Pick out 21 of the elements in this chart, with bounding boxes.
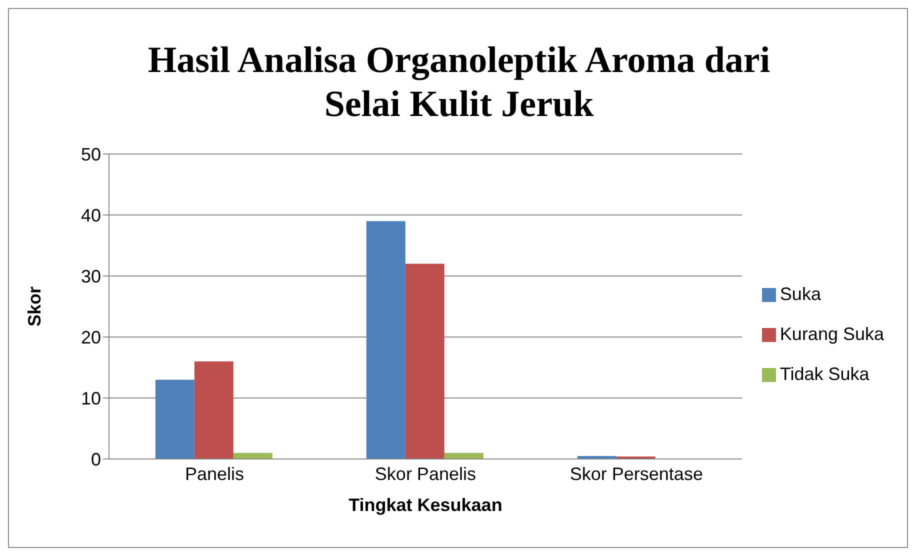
y-tick-label: 40 xyxy=(80,205,101,226)
y-axis-title: Skor xyxy=(24,286,44,327)
y-tick-label: 20 xyxy=(80,327,101,348)
x-tick-label: Skor Persentase xyxy=(570,464,703,484)
x-tick-label: Skor Panelis xyxy=(374,464,476,484)
chart-title: Hasil Analisa Organoleptik Aroma dari Selai Kulit Jeruk xyxy=(146,39,772,127)
bar xyxy=(194,361,234,459)
y-tick-label: 30 xyxy=(80,266,101,286)
bar xyxy=(444,452,484,459)
y-tick-label: 50 xyxy=(80,144,101,164)
bar xyxy=(233,452,272,459)
x-axis-title: Tingkat Kesukaan xyxy=(348,495,502,515)
bar xyxy=(155,380,194,459)
legend-label: Kurang Suka xyxy=(780,324,884,344)
legend-label: Suka xyxy=(780,284,821,304)
y-tick-label: 0 xyxy=(90,449,101,470)
y-tick-label: 10 xyxy=(80,388,101,408)
bar xyxy=(366,221,406,459)
legend-label: Tidak Suka xyxy=(780,364,870,384)
x-tick-label: Panelis xyxy=(184,464,244,484)
bar xyxy=(405,264,444,459)
